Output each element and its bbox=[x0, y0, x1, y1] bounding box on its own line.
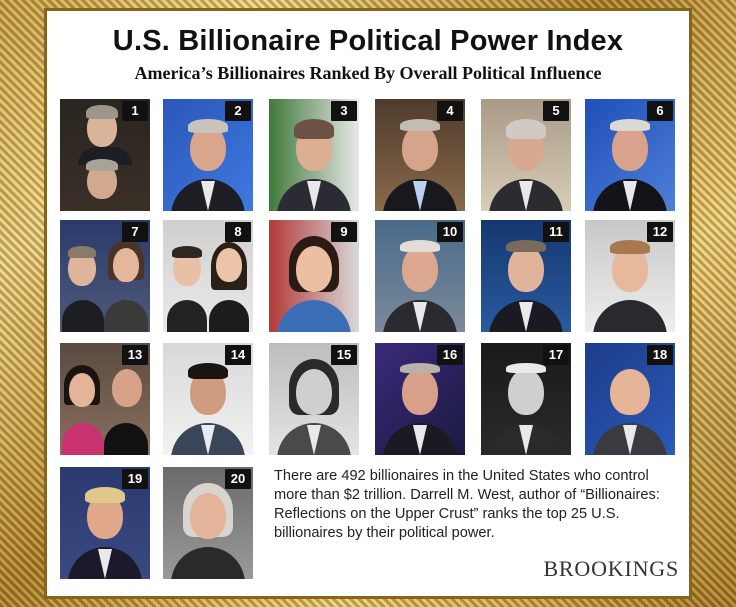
rank-badge: 3 bbox=[331, 101, 357, 121]
rank-badge: 19 bbox=[122, 469, 148, 489]
portrait-rank-10: 10 bbox=[375, 220, 465, 332]
rank-badge: 18 bbox=[647, 345, 673, 365]
portrait-rank-4: 4 bbox=[375, 99, 465, 211]
rank-badge: 16 bbox=[437, 345, 463, 365]
brookings-logo: BROOKINGS bbox=[543, 556, 679, 581]
rank-badge: 8 bbox=[225, 222, 251, 242]
description-text: There are 492 billionaires in the United… bbox=[274, 468, 660, 541]
poster-subtitle: America’s Billionaires Ranked By Overall… bbox=[134, 63, 602, 83]
rank-badge: 11 bbox=[543, 222, 569, 242]
rank-badge: 4 bbox=[437, 101, 463, 121]
portrait-rank-2: 2 bbox=[163, 99, 253, 211]
portrait-rank-15: 15 bbox=[269, 343, 359, 455]
portrait-rank-9: 9 bbox=[269, 220, 359, 332]
rank-badge: 10 bbox=[437, 222, 463, 242]
portrait-rank-19: 19 bbox=[60, 467, 150, 579]
portrait-rank-17: 17 bbox=[481, 343, 571, 455]
portrait-rank-20: 20 bbox=[163, 467, 253, 579]
rank-badge: 7 bbox=[122, 222, 148, 242]
rank-badge: 15 bbox=[331, 345, 357, 365]
rank-badge: 5 bbox=[543, 101, 569, 121]
portrait-rank-5: 5 bbox=[481, 99, 571, 211]
rank-badge: 12 bbox=[647, 222, 673, 242]
portrait-rank-7: 7 bbox=[60, 220, 150, 332]
portrait-rank-18: 18 bbox=[585, 343, 675, 455]
rank-badge: 13 bbox=[122, 345, 148, 365]
portrait-rank-11: 11 bbox=[481, 220, 571, 332]
poster-title: U.S. Billionaire Political Power Index bbox=[112, 25, 624, 57]
portrait-rank-1: 1 bbox=[60, 99, 150, 211]
portrait-rank-3: 3 bbox=[269, 99, 359, 211]
rank-badge: 14 bbox=[225, 345, 251, 365]
portrait-rank-14: 14 bbox=[163, 343, 253, 455]
rank-badge: 17 bbox=[543, 345, 569, 365]
portrait-rank-12: 12 bbox=[585, 220, 675, 332]
poster: U.S. Billionaire Political Power Index A… bbox=[47, 11, 689, 596]
portrait-rank-8: 8 bbox=[163, 220, 253, 332]
rank-badge: 9 bbox=[331, 222, 357, 242]
rank-badge: 2 bbox=[225, 101, 251, 121]
portrait-rank-13: 13 bbox=[60, 343, 150, 455]
portrait-rank-16: 16 bbox=[375, 343, 465, 455]
rank-badge: 6 bbox=[647, 101, 673, 121]
rank-badge: 1 bbox=[122, 101, 148, 121]
rank-badge: 20 bbox=[225, 469, 251, 489]
portrait-rank-6: 6 bbox=[585, 99, 675, 211]
